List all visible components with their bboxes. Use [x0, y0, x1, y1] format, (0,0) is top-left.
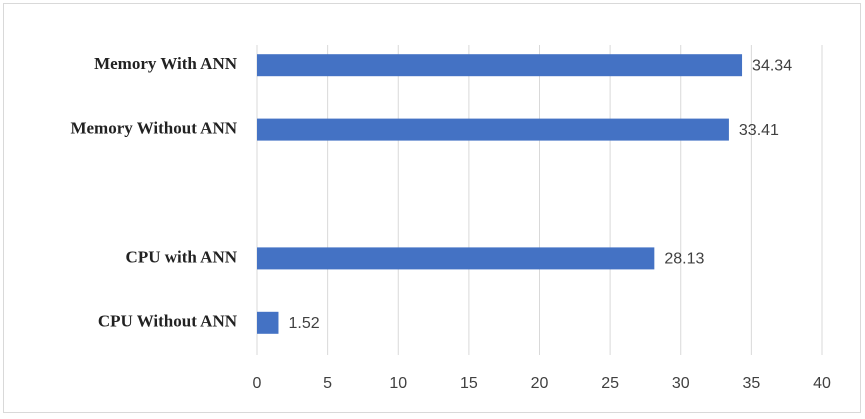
bar — [257, 247, 655, 270]
x-tick-label: 0 — [253, 375, 262, 392]
x-tick-label: 20 — [531, 375, 549, 392]
x-tick-label: 15 — [460, 375, 478, 392]
y-tick-label: Memory Without ANN — [70, 119, 237, 138]
bar — [257, 118, 729, 141]
x-tick-label: 35 — [742, 375, 760, 392]
data-label: 28.13 — [664, 251, 704, 268]
data-label: 1.52 — [288, 315, 319, 332]
bar — [257, 54, 743, 77]
data-label: 33.41 — [739, 122, 779, 139]
y-tick-label: CPU Without ANN — [98, 312, 238, 331]
x-tick-label: 25 — [601, 375, 619, 392]
x-tick-label: 30 — [672, 375, 690, 392]
x-tick-label: 10 — [389, 375, 407, 392]
y-tick-label: Memory With ANN — [94, 54, 238, 73]
data-label: 34.34 — [752, 57, 792, 74]
x-tick-label: 40 — [813, 375, 831, 392]
x-tick-label: 5 — [323, 375, 332, 392]
y-tick-label: CPU with ANN — [126, 247, 238, 266]
bar — [257, 311, 279, 334]
